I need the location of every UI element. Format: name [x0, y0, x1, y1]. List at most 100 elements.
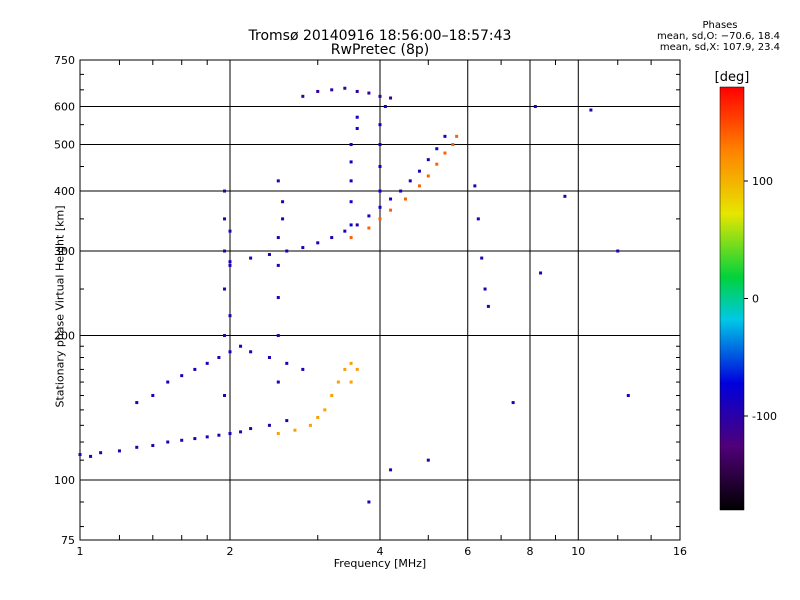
data-point	[563, 194, 567, 198]
data-point	[249, 427, 253, 431]
data-point	[389, 96, 393, 100]
data-point	[308, 423, 312, 427]
x-tick-label: 4	[377, 545, 384, 558]
data-point	[281, 200, 285, 204]
data-point	[349, 179, 353, 183]
colorbar-tick-label: 100	[752, 175, 773, 188]
x-tick-label: 16	[673, 545, 687, 558]
data-point	[281, 217, 285, 221]
data-point	[378, 164, 382, 168]
data-point	[135, 445, 139, 449]
data-point	[511, 401, 515, 405]
data-point	[228, 432, 232, 436]
data-point	[443, 134, 447, 138]
data-point	[451, 143, 455, 147]
data-point	[267, 253, 271, 257]
data-point	[417, 184, 421, 188]
data-point	[228, 260, 232, 264]
data-point	[336, 380, 340, 384]
data-point	[285, 361, 289, 365]
data-point	[483, 287, 487, 291]
data-point	[239, 344, 243, 348]
data-point	[349, 236, 353, 240]
data-point	[355, 115, 359, 119]
colorbar-tick-label: 0	[752, 293, 759, 306]
colorbar	[719, 86, 745, 511]
data-point	[228, 350, 232, 354]
data-point	[267, 355, 271, 359]
data-point	[426, 158, 430, 162]
data-point	[355, 223, 359, 227]
data-point	[228, 263, 232, 267]
data-point	[367, 214, 371, 218]
data-point	[378, 189, 382, 193]
x-tick-label: 10	[571, 545, 585, 558]
data-point	[367, 91, 371, 95]
y-tick-label: 300	[54, 245, 75, 258]
data-point	[205, 361, 209, 365]
data-point	[616, 249, 620, 253]
data-point	[276, 334, 280, 338]
data-point	[301, 246, 305, 250]
data-point	[417, 169, 421, 173]
data-point	[399, 189, 403, 193]
data-point	[228, 229, 232, 233]
chart-title: Tromsø 20140916 18:56:00–18:57:43	[248, 28, 512, 44]
data-point	[349, 361, 353, 365]
data-point	[276, 236, 280, 240]
y-tick-label: 600	[54, 101, 75, 114]
data-point	[276, 263, 280, 267]
data-point	[301, 94, 305, 98]
y-tick-label: 500	[54, 139, 75, 152]
chart-subtitle: RwPretec (8p)	[330, 42, 430, 58]
x-tick-label: 1	[77, 545, 84, 558]
data-point	[193, 437, 197, 441]
data-point	[223, 394, 227, 398]
data-point	[223, 287, 227, 291]
data-point	[217, 355, 221, 359]
phase-info-x: mean, sd,X: 107.9, 23.4	[659, 42, 780, 53]
y-tick-label: 75	[61, 534, 75, 547]
colorbar-label: [deg]	[715, 70, 750, 85]
data-point	[99, 451, 103, 455]
x-tick-label: 6	[464, 545, 471, 558]
data-point	[249, 256, 253, 260]
data-point	[383, 105, 387, 109]
colorbar-tick-label: -100	[752, 410, 777, 423]
data-point	[301, 367, 305, 371]
data-point	[367, 226, 371, 230]
data-point	[117, 449, 121, 453]
y-tick-label: 100	[54, 474, 75, 487]
data-point	[349, 380, 353, 384]
data-point	[378, 143, 382, 147]
x-tick-label: 2	[227, 545, 234, 558]
x-axis-label: Frequency [MHz]	[333, 557, 427, 570]
data-point	[343, 367, 347, 371]
x-tick-label: 8	[527, 545, 534, 558]
data-point	[355, 367, 359, 371]
data-point	[355, 126, 359, 130]
data-point	[223, 334, 227, 338]
data-point	[480, 256, 484, 260]
data-point	[293, 428, 297, 432]
data-point	[249, 350, 253, 354]
data-point	[151, 394, 155, 398]
data-point	[276, 380, 280, 384]
data-point	[349, 160, 353, 164]
data-point	[166, 440, 170, 444]
data-point	[533, 105, 537, 109]
data-point	[316, 415, 320, 419]
data-point	[217, 433, 221, 437]
data-point	[403, 197, 407, 201]
data-point	[267, 423, 271, 427]
data-point	[330, 394, 334, 398]
data-point	[180, 438, 184, 442]
data-point	[316, 241, 320, 245]
data-point	[443, 151, 447, 155]
data-point	[276, 432, 280, 436]
data-point	[349, 143, 353, 147]
data-point	[426, 174, 430, 178]
data-point	[316, 89, 320, 93]
data-point	[435, 147, 439, 151]
